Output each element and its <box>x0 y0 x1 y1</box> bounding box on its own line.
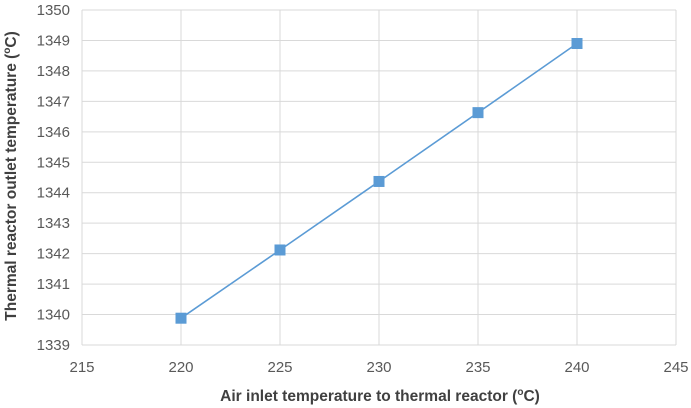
y-axis-title-sup: o <box>2 48 13 54</box>
y-tick-label: 1350 <box>37 2 70 19</box>
data-point-marker <box>472 107 484 119</box>
x-tick-label: 240 <box>564 359 589 376</box>
x-tick-label: 230 <box>366 359 391 376</box>
y-tick-label: 1342 <box>37 246 70 263</box>
x-tick-label: 220 <box>168 359 193 376</box>
horizontal-gridlines <box>82 9 676 346</box>
vertical-gridlines <box>81 10 677 345</box>
x-axis-title: Air inlet temperature to thermal reactor… <box>220 387 540 405</box>
y-tick-label: 1346 <box>37 124 70 141</box>
x-axis-tick-labels: 215 220 225 230 235 240 245 <box>69 359 688 376</box>
x-tick-label: 225 <box>267 359 292 376</box>
y-tick-label: 1344 <box>37 185 70 202</box>
y-tick-label: 1348 <box>37 63 70 80</box>
x-axis-title-suffix: C) <box>523 388 539 405</box>
x-axis-title-prefix: Air inlet temperature to thermal reactor… <box>220 388 518 405</box>
y-tick-label: 1341 <box>37 276 70 293</box>
x-tick-label: 215 <box>69 359 94 376</box>
y-tick-label: 1339 <box>37 337 70 354</box>
y-tick-label: 1345 <box>37 154 70 171</box>
y-axis-tick-labels: 1339 1340 1341 1342 1343 1344 1345 1346 1347 1348… <box>37 2 70 354</box>
data-point-marker <box>373 175 385 187</box>
data-point-marker <box>571 38 583 49</box>
x-tick-label: 245 <box>663 359 688 376</box>
y-axis-title: Thermal reactor outlet temperature (oC) <box>2 31 20 320</box>
y-tick-label: 1340 <box>37 307 70 324</box>
x-axis-title-sup: o <box>517 387 523 398</box>
series-layer <box>175 38 583 324</box>
x-tick-label: 235 <box>465 359 490 376</box>
y-axis-title-suffix: C) <box>3 31 20 47</box>
y-tick-label: 1349 <box>37 32 70 49</box>
y-axis-title-prefix: Thermal reactor outlet temperature ( <box>3 53 20 321</box>
data-point-marker <box>175 312 187 324</box>
data-point-marker <box>274 244 286 256</box>
y-tick-label: 1343 <box>37 215 70 232</box>
y-tick-label: 1347 <box>37 93 70 110</box>
